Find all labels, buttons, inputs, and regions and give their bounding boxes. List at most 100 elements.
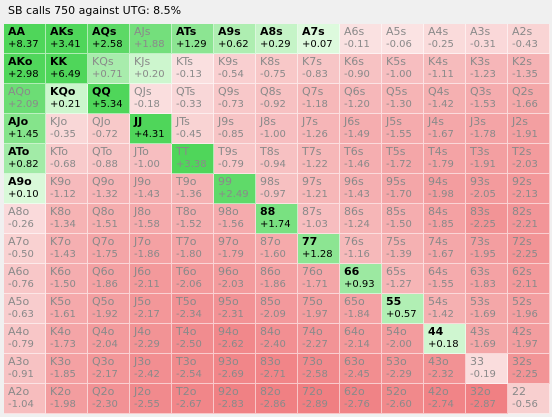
hand-cell-T7o[interactable]: T7o -1.80 (172, 234, 214, 264)
hand-cell-J7o[interactable]: J7o -1.86 (130, 234, 172, 264)
hand-cell-JTo[interactable]: JTo -1.00 (130, 144, 172, 174)
hand-cell-94s[interactable]: 94s -1.98 (424, 174, 466, 204)
hand-cell-52s[interactable]: 52s -1.96 (508, 294, 550, 324)
hand-cell-76s[interactable]: 76s -1.16 (340, 234, 382, 264)
hand-cell-87s[interactable]: 87s -1.03 (298, 204, 340, 234)
hand-cell-A6o[interactable]: A6o -0.76 (4, 264, 46, 294)
hand-cell-K9o[interactable]: K9o -1.12 (46, 174, 88, 204)
hand-cell-J7s[interactable]: J7s -1.26 (298, 114, 340, 144)
hand-cell-A9o[interactable]: A9o +0.10 (4, 174, 46, 204)
hand-cell-K6o[interactable]: K6o -1.50 (46, 264, 88, 294)
hand-cell-97o[interactable]: 97o -1.79 (214, 234, 256, 264)
hand-cell-AJs[interactable]: AJs +1.88 (130, 24, 172, 54)
hand-cell-63o[interactable]: 63o -2.45 (340, 354, 382, 384)
hand-cell-J3o[interactable]: J3o -2.42 (130, 354, 172, 384)
hand-cell-T3s[interactable]: T3s -1.91 (466, 144, 508, 174)
hand-cell-62o[interactable]: 62o -2.76 (340, 384, 382, 414)
hand-cell-83s[interactable]: 83s -2.25 (466, 204, 508, 234)
hand-cell-86o[interactable]: 86o -1.86 (256, 264, 298, 294)
hand-cell-98o[interactable]: 98o -1.56 (214, 204, 256, 234)
hand-cell-Q6s[interactable]: Q6s -1.20 (340, 84, 382, 114)
hand-cell-22[interactable]: 22 -0.56 (508, 384, 550, 414)
hand-cell-54s[interactable]: 54s -1.42 (424, 294, 466, 324)
hand-cell-T9s[interactable]: T9s -0.79 (214, 144, 256, 174)
hand-cell-QTo[interactable]: QTo -0.88 (88, 144, 130, 174)
hand-cell-88[interactable]: 88 +1.74 (256, 204, 298, 234)
hand-cell-A5s[interactable]: A5s -0.06 (382, 24, 424, 54)
hand-cell-J4o[interactable]: J4o -2.29 (130, 324, 172, 354)
hand-cell-A7o[interactable]: A7o -0.50 (4, 234, 46, 264)
hand-cell-K5o[interactable]: K5o -1.61 (46, 294, 88, 324)
hand-cell-A4s[interactable]: A4s -0.25 (424, 24, 466, 54)
hand-cell-62s[interactable]: 62s -2.11 (508, 264, 550, 294)
hand-cell-QJo[interactable]: QJo -0.72 (88, 114, 130, 144)
hand-cell-32o[interactable]: 32o -2.87 (466, 384, 508, 414)
hand-cell-Q4o[interactable]: Q4o -2.04 (88, 324, 130, 354)
hand-cell-T8o[interactable]: T8o -1.52 (172, 204, 214, 234)
hand-cell-52o[interactable]: 52o -2.60 (382, 384, 424, 414)
hand-cell-J6o[interactable]: J6o -2.11 (130, 264, 172, 294)
hand-cell-A3o[interactable]: A3o -0.91 (4, 354, 46, 384)
hand-cell-92o[interactable]: 92o -2.83 (214, 384, 256, 414)
hand-cell-KK[interactable]: KK +6.49 (46, 54, 88, 84)
hand-cell-76o[interactable]: 76o -1.71 (298, 264, 340, 294)
hand-cell-98s[interactable]: 98s -0.97 (256, 174, 298, 204)
hand-cell-82s[interactable]: 82s -2.21 (508, 204, 550, 234)
hand-cell-64s[interactable]: 64s -1.55 (424, 264, 466, 294)
hand-cell-Q2s[interactable]: Q2s -1.66 (508, 84, 550, 114)
hand-cell-64o[interactable]: 64o -2.14 (340, 324, 382, 354)
hand-cell-J5o[interactable]: J5o -2.17 (130, 294, 172, 324)
hand-cell-K4o[interactable]: K4o -1.73 (46, 324, 88, 354)
hand-cell-55[interactable]: 55 +0.57 (382, 294, 424, 324)
hand-cell-99[interactable]: 99 +2.49 (214, 174, 256, 204)
hand-cell-K5s[interactable]: K5s -1.00 (382, 54, 424, 84)
hand-cell-Q4s[interactable]: Q4s -1.42 (424, 84, 466, 114)
hand-cell-T2o[interactable]: T2o -2.67 (172, 384, 214, 414)
hand-cell-T9o[interactable]: T9o -1.36 (172, 174, 214, 204)
hand-cell-K6s[interactable]: K6s -0.90 (340, 54, 382, 84)
hand-cell-84o[interactable]: 84o -2.40 (256, 324, 298, 354)
hand-cell-72s[interactable]: 72s -2.25 (508, 234, 550, 264)
hand-cell-65s[interactable]: 65s -1.27 (382, 264, 424, 294)
hand-cell-T5s[interactable]: T5s -1.72 (382, 144, 424, 174)
hand-cell-73s[interactable]: 73s -1.95 (466, 234, 508, 264)
hand-cell-53o[interactable]: 53o -2.29 (382, 354, 424, 384)
hand-cell-Q8o[interactable]: Q8o -1.51 (88, 204, 130, 234)
hand-cell-A5o[interactable]: A5o -0.63 (4, 294, 46, 324)
hand-cell-TT[interactable]: TT +3.38 (172, 144, 214, 174)
hand-cell-T3o[interactable]: T3o -2.54 (172, 354, 214, 384)
hand-cell-Q7s[interactable]: Q7s -1.18 (298, 84, 340, 114)
hand-cell-42s[interactable]: 42s -1.97 (508, 324, 550, 354)
hand-cell-KQs[interactable]: KQs +0.71 (88, 54, 130, 84)
hand-cell-97s[interactable]: 97s -1.21 (298, 174, 340, 204)
hand-cell-73o[interactable]: 73o -2.58 (298, 354, 340, 384)
hand-cell-J3s[interactable]: J3s -1.78 (466, 114, 508, 144)
hand-cell-AKo[interactable]: AKo +2.98 (4, 54, 46, 84)
hand-cell-93s[interactable]: 93s -2.05 (466, 174, 508, 204)
hand-cell-T6o[interactable]: T6o -2.06 (172, 264, 214, 294)
hand-cell-ATs[interactable]: ATs +1.29 (172, 24, 214, 54)
hand-cell-83o[interactable]: 83o -2.71 (256, 354, 298, 384)
hand-cell-T5o[interactable]: T5o -2.34 (172, 294, 214, 324)
hand-cell-JTs[interactable]: JTs -0.45 (172, 114, 214, 144)
hand-cell-87o[interactable]: 87o -1.60 (256, 234, 298, 264)
hand-cell-54o[interactable]: 54o -2.00 (382, 324, 424, 354)
hand-cell-84s[interactable]: 84s -1.85 (424, 204, 466, 234)
hand-cell-75s[interactable]: 75s -1.39 (382, 234, 424, 264)
hand-cell-74o[interactable]: 74o -2.27 (298, 324, 340, 354)
hand-cell-53s[interactable]: 53s -1.69 (466, 294, 508, 324)
hand-cell-Q3o[interactable]: Q3o -2.17 (88, 354, 130, 384)
hand-cell-K9s[interactable]: K9s -0.54 (214, 54, 256, 84)
hand-cell-J4s[interactable]: J4s -1.67 (424, 114, 466, 144)
hand-cell-Q2o[interactable]: Q2o -2.30 (88, 384, 130, 414)
hand-cell-T6s[interactable]: T6s -1.46 (340, 144, 382, 174)
hand-cell-KQo[interactable]: KQo +0.21 (46, 84, 88, 114)
hand-cell-T4s[interactable]: T4s -1.79 (424, 144, 466, 174)
hand-cell-AQs[interactable]: AQs +2.58 (88, 24, 130, 54)
hand-cell-A8s[interactable]: A8s +0.29 (256, 24, 298, 54)
hand-cell-96s[interactable]: 96s -1.43 (340, 174, 382, 204)
hand-cell-65o[interactable]: 65o -1.84 (340, 294, 382, 324)
hand-cell-63s[interactable]: 63s -1.83 (466, 264, 508, 294)
hand-cell-KTo[interactable]: KTo -0.68 (46, 144, 88, 174)
hand-cell-96o[interactable]: 96o -2.03 (214, 264, 256, 294)
